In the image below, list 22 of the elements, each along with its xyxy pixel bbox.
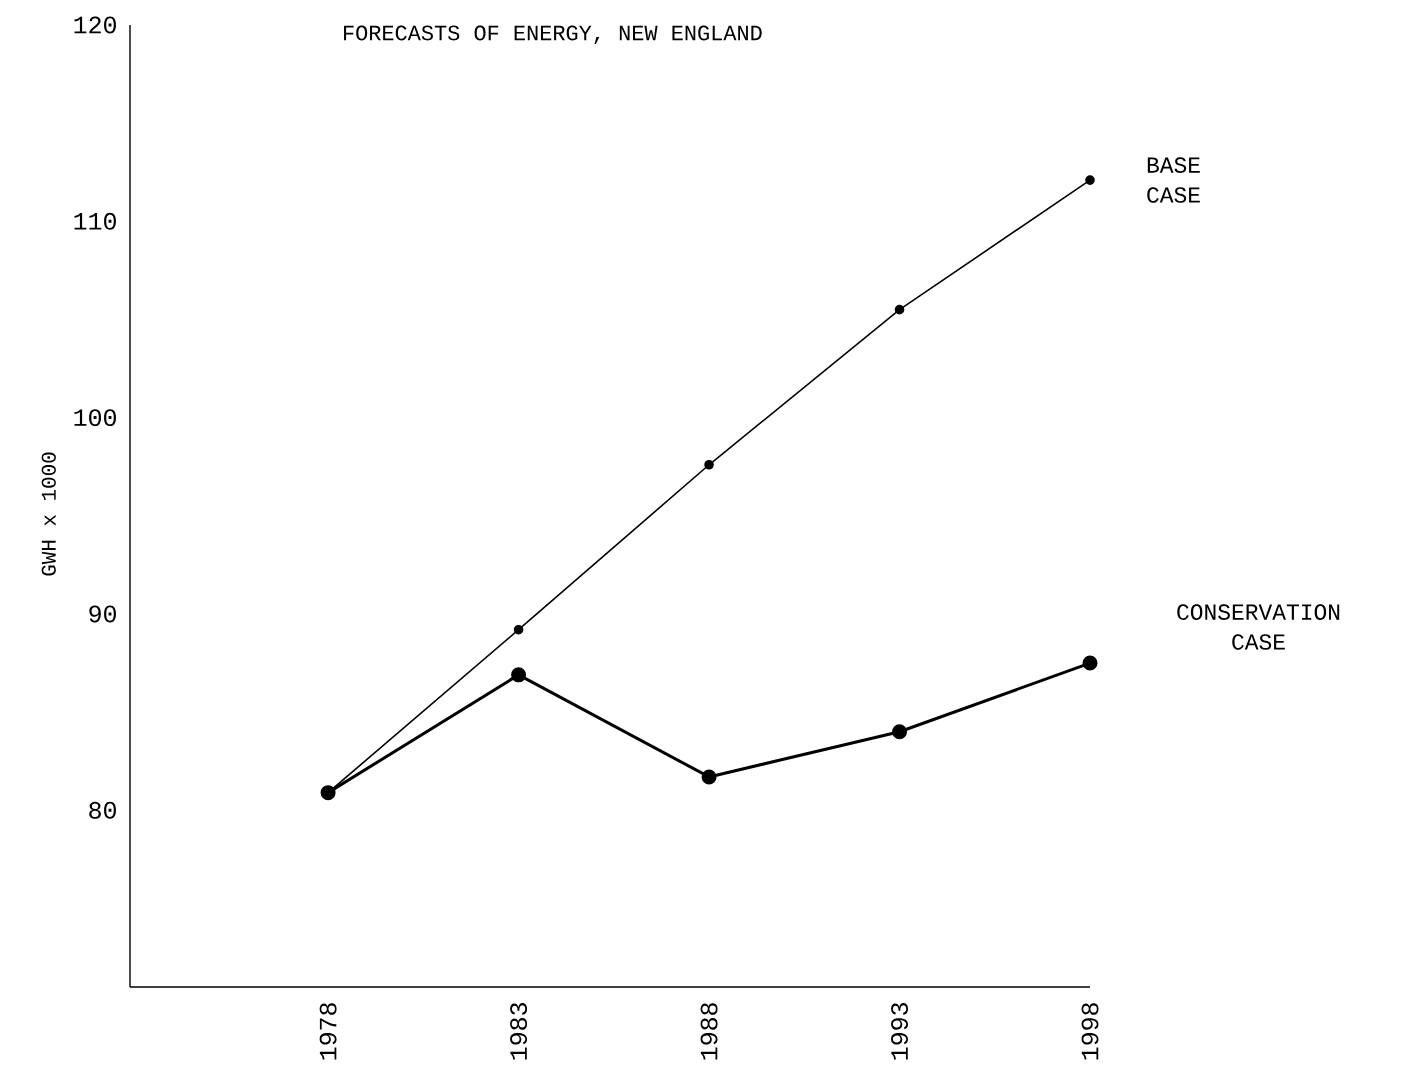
x-tick-label: 1988 [700,1003,718,1060]
point [704,459,714,470]
y-tick-label: 110 [74,212,116,230]
x-tick-label: 1978 [319,1003,337,1060]
text: CONSERVATION CASE [1177,604,1340,650]
y-tick-label: 120 [74,16,116,34]
point [701,769,717,785]
y-tick-label: 100 [74,409,116,427]
point [513,624,524,635]
x-tick-label: 1993 [891,1003,908,1060]
y-axis-title: GWH x 1000 [41,452,56,576]
point [892,724,908,740]
y-tick-label: 90 [89,605,116,623]
y-tick-label: 80 [89,801,116,819]
x-tick-label: 1998 [1081,1003,1099,1060]
point [1085,175,1095,185]
point [894,304,905,315]
x-tick-label: 1983 [510,1003,528,1060]
point [1082,655,1098,671]
text: BASE CASE [1147,157,1200,203]
chart-title: FORECASTS OF ENERGY, NEW ENGLAND [344,25,762,45]
point [511,667,527,683]
